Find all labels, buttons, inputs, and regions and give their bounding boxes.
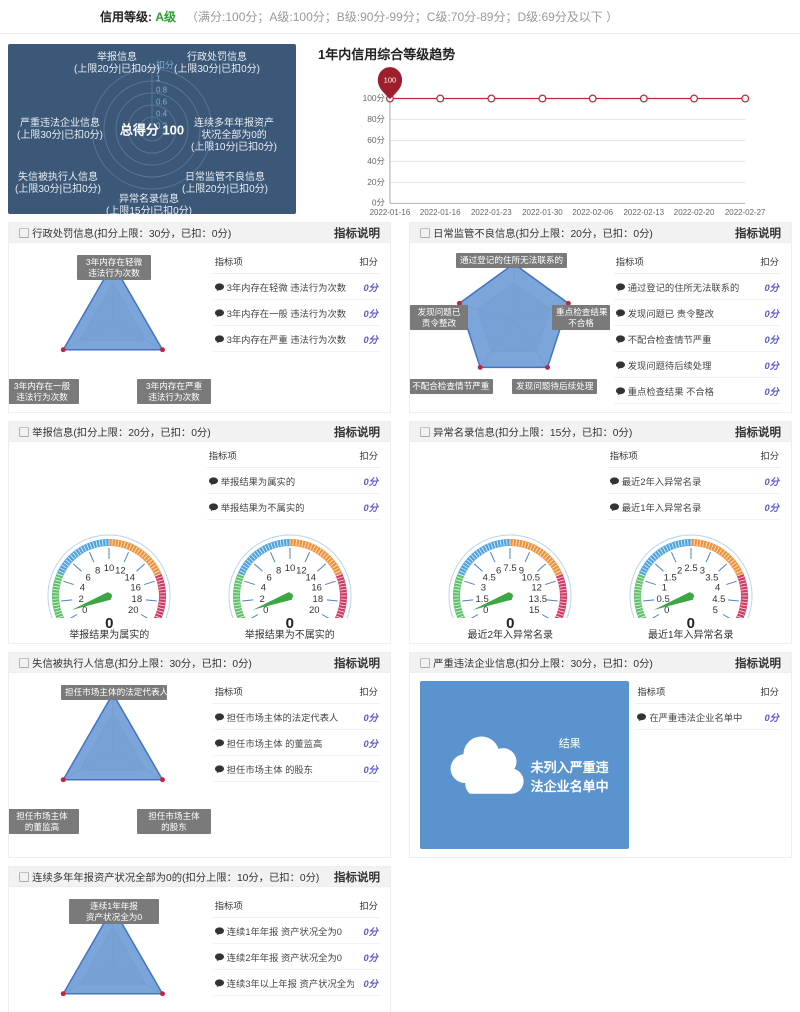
svg-text:6: 6 bbox=[266, 572, 271, 583]
svg-text:0.4: 0.4 bbox=[156, 110, 168, 119]
svg-text:60分: 60分 bbox=[367, 135, 385, 145]
svg-text:2022-02-13: 2022-02-13 bbox=[624, 208, 665, 217]
svg-text:4: 4 bbox=[260, 582, 265, 593]
svg-text:16: 16 bbox=[131, 582, 142, 593]
svg-text:10: 10 bbox=[284, 563, 295, 574]
svg-text:2: 2 bbox=[79, 594, 84, 605]
svg-text:2022-01-30: 2022-01-30 bbox=[522, 208, 563, 217]
svg-text:18: 18 bbox=[312, 594, 323, 605]
svg-text:3: 3 bbox=[481, 582, 486, 593]
svg-text:18: 18 bbox=[132, 594, 143, 605]
svg-text:2022-01-16: 2022-01-16 bbox=[420, 208, 461, 217]
svg-text:2022-01-23: 2022-01-23 bbox=[471, 208, 512, 217]
svg-text:10: 10 bbox=[104, 563, 115, 574]
svg-text:20: 20 bbox=[309, 605, 320, 616]
svg-text:1.5: 1.5 bbox=[663, 572, 676, 583]
svg-text:5: 5 bbox=[712, 605, 717, 616]
svg-text:100: 100 bbox=[384, 76, 397, 85]
svg-text:2.5: 2.5 bbox=[684, 563, 697, 574]
svg-text:40分: 40分 bbox=[367, 156, 385, 166]
svg-text:16: 16 bbox=[311, 582, 322, 593]
svg-text:12: 12 bbox=[532, 582, 543, 593]
svg-text:15: 15 bbox=[529, 605, 540, 616]
svg-text:7.5: 7.5 bbox=[504, 563, 517, 574]
svg-text:20分: 20分 bbox=[367, 177, 385, 187]
svg-text:2: 2 bbox=[677, 565, 682, 576]
svg-text:8: 8 bbox=[95, 565, 100, 576]
svg-text:2022-01-16: 2022-01-16 bbox=[370, 208, 411, 217]
svg-text:4: 4 bbox=[715, 582, 720, 593]
svg-text:13.5: 13.5 bbox=[529, 594, 548, 605]
svg-text:80分: 80分 bbox=[367, 114, 385, 124]
svg-text:4.5: 4.5 bbox=[712, 594, 725, 605]
svg-text:1: 1 bbox=[661, 582, 666, 593]
svg-text:6: 6 bbox=[496, 565, 501, 576]
svg-text:0分: 0分 bbox=[372, 198, 386, 208]
svg-text:0.8: 0.8 bbox=[156, 86, 168, 95]
svg-text:2022-02-06: 2022-02-06 bbox=[572, 208, 613, 217]
svg-text:4.5: 4.5 bbox=[483, 572, 496, 583]
svg-text:2022-02-27: 2022-02-27 bbox=[725, 208, 766, 217]
svg-text:6: 6 bbox=[86, 572, 91, 583]
svg-text:2: 2 bbox=[259, 594, 264, 605]
svg-text:4: 4 bbox=[80, 582, 85, 593]
svg-text:8: 8 bbox=[276, 565, 281, 576]
svg-text:20: 20 bbox=[128, 605, 139, 616]
svg-text:2022-02-20: 2022-02-20 bbox=[674, 208, 715, 217]
svg-text:100分: 100分 bbox=[363, 93, 386, 103]
svg-text:0.6: 0.6 bbox=[156, 98, 168, 107]
